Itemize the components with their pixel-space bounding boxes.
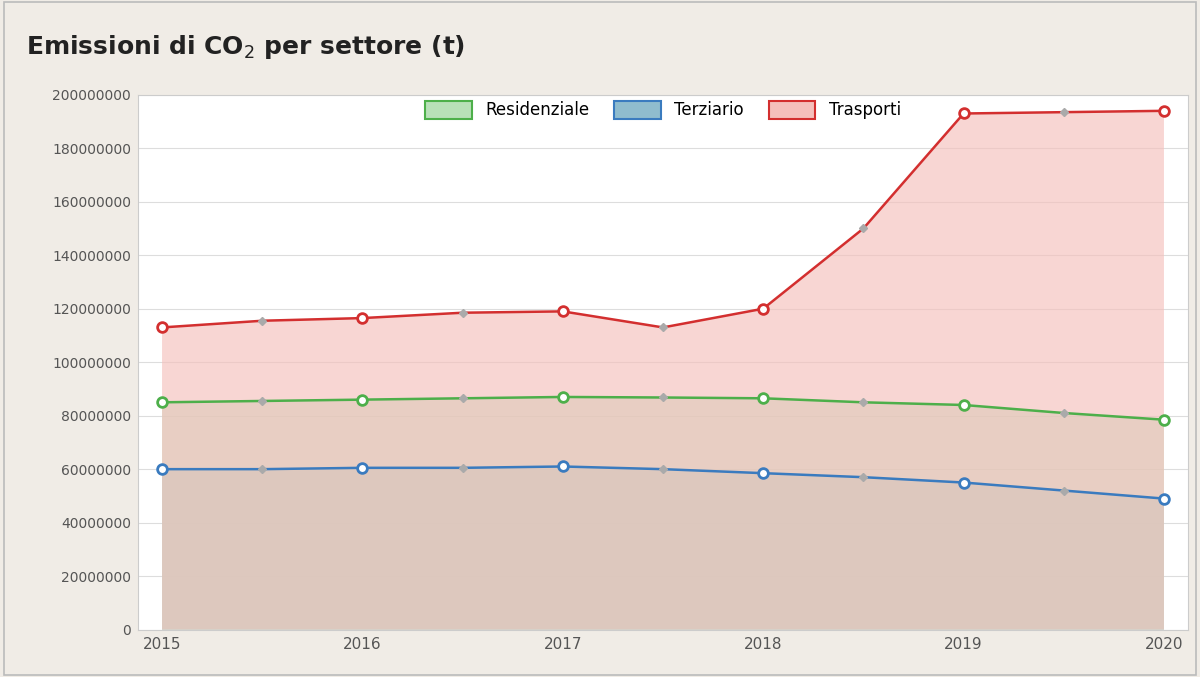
Legend: Residenziale, Terziario, Trasporti: Residenziale, Terziario, Trasporti (416, 93, 910, 128)
Text: Emissioni di CO$_2$ per settore (t): Emissioni di CO$_2$ per settore (t) (26, 33, 466, 61)
